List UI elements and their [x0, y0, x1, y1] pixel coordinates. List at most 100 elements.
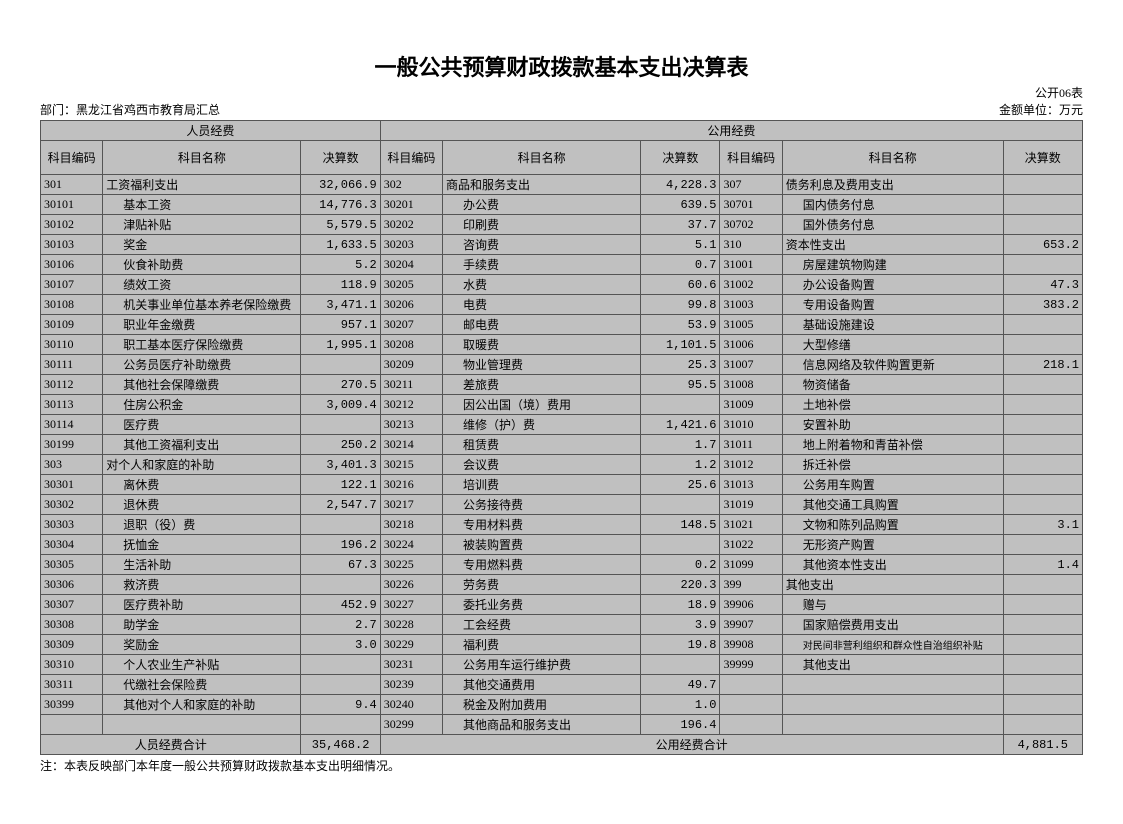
table-row: 30199其他工资福利支出250.230214租赁费1.731011地上附着物和…	[41, 435, 1083, 455]
cell: 劳务费	[443, 575, 641, 595]
cell	[1003, 635, 1082, 655]
cell: 5,579.5	[301, 215, 380, 235]
col-code-3: 科目编码	[720, 141, 782, 175]
cell: 其他交通费用	[443, 675, 641, 695]
cell: 30311	[41, 675, 103, 695]
cell: 30225	[380, 555, 442, 575]
cell: 31007	[720, 355, 782, 375]
cell: 其他资本性支出	[782, 555, 1003, 575]
cell: 福利费	[443, 635, 641, 655]
cell: 商品和服务支出	[443, 175, 641, 195]
cell: 30309	[41, 635, 103, 655]
cell: 31003	[720, 295, 782, 315]
cell: 30308	[41, 615, 103, 635]
cell: 49.7	[641, 675, 720, 695]
cell: 咨询费	[443, 235, 641, 255]
cell: 196.2	[301, 535, 380, 555]
cell: 39907	[720, 615, 782, 635]
cell: 其他社会保障缴费	[103, 375, 301, 395]
cell: 30212	[380, 395, 442, 415]
col-code-1: 科目编码	[41, 141, 103, 175]
cell: 5.1	[641, 235, 720, 255]
cell	[301, 515, 380, 535]
cell	[1003, 315, 1082, 335]
cell: 39906	[720, 595, 782, 615]
cell: 31002	[720, 275, 782, 295]
cell	[1003, 375, 1082, 395]
cell: 30209	[380, 355, 442, 375]
cell: 奖励金	[103, 635, 301, 655]
cell	[1003, 175, 1082, 195]
cell: 218.1	[1003, 355, 1082, 375]
group2-header: 公用经费	[380, 121, 1082, 141]
cell: 250.2	[301, 435, 380, 455]
cell: 3.9	[641, 615, 720, 635]
table-row: 30108机关事业单位基本养老保险缴费3,471.130206电费99.8310…	[41, 295, 1083, 315]
cell: 220.3	[641, 575, 720, 595]
cell: 303	[41, 455, 103, 475]
cell	[1003, 695, 1082, 715]
cell: 14,776.3	[301, 195, 380, 215]
cell: 30205	[380, 275, 442, 295]
cell	[1003, 675, 1082, 695]
cell: 30201	[380, 195, 442, 215]
cell: 津贴补贴	[103, 215, 301, 235]
cell	[1003, 535, 1082, 555]
cell: 地上附着物和青苗补偿	[782, 435, 1003, 455]
cell: 委托业务费	[443, 595, 641, 615]
cell: 因公出国（境）费用	[443, 395, 641, 415]
cell: 31011	[720, 435, 782, 455]
cell: 工资福利支出	[103, 175, 301, 195]
cell: 退职（役）费	[103, 515, 301, 535]
cell: 25.6	[641, 475, 720, 495]
cell	[1003, 335, 1082, 355]
cell: 其他支出	[782, 575, 1003, 595]
cell: 1,633.5	[301, 235, 380, 255]
table-head: 人员经费 公用经费 科目编码 科目名称 决算数 科目编码 科目名称 决算数 科目…	[41, 121, 1083, 175]
cell: 债务利息及费用支出	[782, 175, 1003, 195]
cell	[1003, 455, 1082, 475]
table-row: 30103奖金1,633.530203咨询费5.1310资本性支出653.2	[41, 235, 1083, 255]
cell	[720, 715, 782, 735]
cell: 399	[720, 575, 782, 595]
cell: 31012	[720, 455, 782, 475]
cell: 60.6	[641, 275, 720, 295]
cell: 公务用车购置	[782, 475, 1003, 495]
cell: 30301	[41, 475, 103, 495]
cell	[301, 575, 380, 595]
cell: 5.2	[301, 255, 380, 275]
table-row: 30308助学金2.730228工会经费3.939907国家赔偿费用支出	[41, 615, 1083, 635]
col-name-2: 科目名称	[443, 141, 641, 175]
cell: 大型修缮	[782, 335, 1003, 355]
cell	[301, 355, 380, 375]
cell: 32,066.9	[301, 175, 380, 195]
cell: 30111	[41, 355, 103, 375]
table-row: 30113住房公积金3,009.430212因公出国（境）费用31009土地补偿	[41, 395, 1083, 415]
cell	[1003, 435, 1082, 455]
cell: 差旅费	[443, 375, 641, 395]
table-row: 30102津贴补贴5,579.530202印刷费37.730702国外债务付息	[41, 215, 1083, 235]
cell: 退休费	[103, 495, 301, 515]
cell: 30213	[380, 415, 442, 435]
cell: 0.2	[641, 555, 720, 575]
cell: 30702	[720, 215, 782, 235]
cell: 取暖费	[443, 335, 641, 355]
cell: 383.2	[1003, 295, 1082, 315]
cell: 30217	[380, 495, 442, 515]
cell: 31099	[720, 555, 782, 575]
cell: 职业年金缴费	[103, 315, 301, 335]
cell: 67.3	[301, 555, 380, 575]
cell: 1.4	[1003, 555, 1082, 575]
cell: 30310	[41, 655, 103, 675]
table-row: 30307医疗费补助452.930227委托业务费18.939906赠与	[41, 595, 1083, 615]
table-row: 30311代缴社会保险费30239其他交通费用49.7	[41, 675, 1083, 695]
table-row: 30110职工基本医疗保险缴费1,995.130208取暖费1,101.5310…	[41, 335, 1083, 355]
cell	[641, 535, 720, 555]
cell: 代缴社会保险费	[103, 675, 301, 695]
cell: 31008	[720, 375, 782, 395]
cell: 31006	[720, 335, 782, 355]
form-number: 公开06表	[40, 84, 1083, 101]
cell: 31021	[720, 515, 782, 535]
cell: 专用设备购置	[782, 295, 1003, 315]
cell: 手续费	[443, 255, 641, 275]
